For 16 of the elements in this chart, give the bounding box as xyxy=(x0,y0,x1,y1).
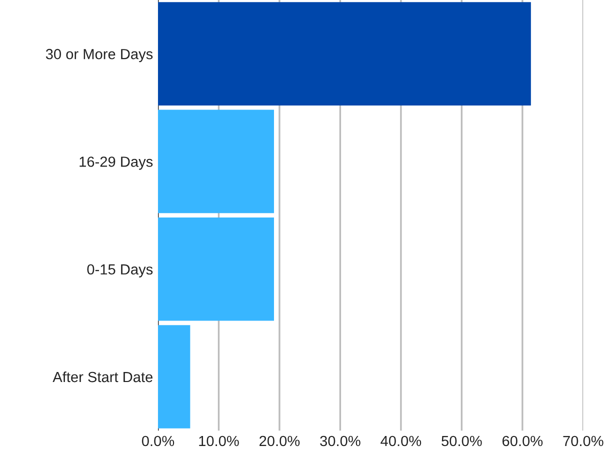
y-tick-label: 30 or More Days xyxy=(46,48,153,62)
x-tick-label: 20.0% xyxy=(260,436,300,446)
y-tick-label: 16-29 Days xyxy=(80,156,153,170)
x-tick-label: 0.0% xyxy=(142,436,174,446)
y-tick-label: 0-15 Days xyxy=(87,264,153,278)
x-tick-label: 30.0% xyxy=(320,436,360,446)
x-tick-label: 70.0% xyxy=(563,436,604,446)
x-tick-label: 10.0% xyxy=(199,436,239,446)
y-tick-label: After Start Date xyxy=(52,372,152,382)
x-tick-label: 50.0% xyxy=(442,436,482,446)
bar xyxy=(158,110,274,214)
x-tick-label: 60.0% xyxy=(502,436,543,446)
bar xyxy=(158,2,531,106)
bar xyxy=(158,325,190,428)
bar xyxy=(158,217,274,321)
x-tick-label: 40.0% xyxy=(380,436,422,446)
